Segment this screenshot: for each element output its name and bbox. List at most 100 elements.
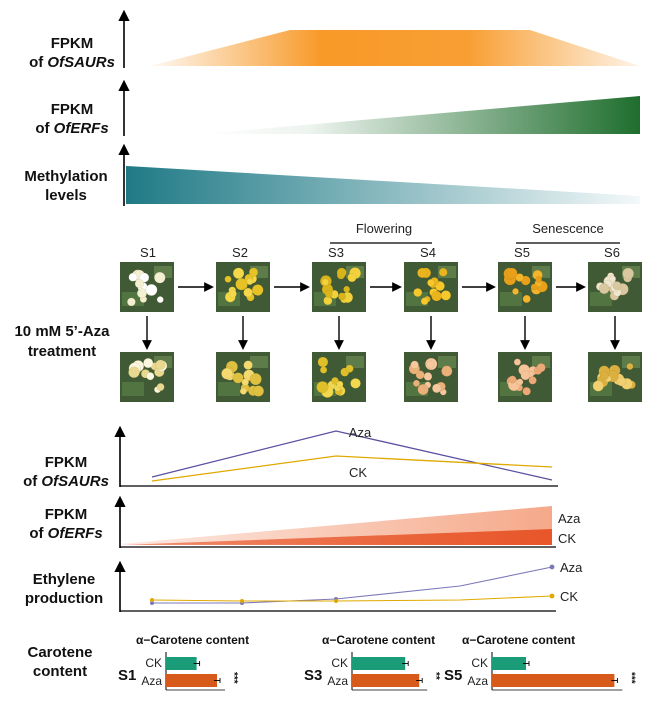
- carotene-stage-label: S5: [444, 667, 462, 684]
- flower-blossom: [431, 290, 442, 302]
- flower-blossom: [235, 278, 248, 291]
- ethylene-ck-point: [549, 593, 555, 599]
- flower-blossom: [251, 284, 264, 296]
- flower-blossom: [128, 366, 140, 378]
- flower-blossom: [512, 288, 519, 295]
- saurs-aza-label: Aza: [349, 425, 372, 440]
- ethylene-ck-point: [334, 599, 338, 603]
- leaf: [622, 356, 640, 368]
- flower-blossom: [616, 376, 627, 387]
- bottom-panel-ethylene: Aza CK Ethylene production: [25, 560, 583, 612]
- carotene-aza-bar: [352, 674, 420, 687]
- carotene-ck-label: CK: [145, 656, 162, 670]
- flower-blossom: [146, 372, 155, 381]
- flower-blossom: [228, 289, 237, 298]
- carotene-panel-title: α−Carotene content: [322, 633, 435, 647]
- flower-blossom: [598, 283, 610, 295]
- leaf: [250, 356, 268, 368]
- ethylene-ck-line: [151, 595, 553, 602]
- flower-photos-aza: [120, 352, 642, 402]
- flower-photo-s3-control: [312, 262, 366, 312]
- flower-blossom: [239, 387, 247, 395]
- flower-photo-s2-aza: [216, 352, 270, 402]
- flower-blossom: [252, 385, 264, 397]
- flower-blossom: [441, 365, 453, 377]
- stage-label-s6: S6: [604, 245, 620, 260]
- carotene-stage-label: S3: [304, 667, 322, 684]
- flower-blossom: [520, 370, 531, 381]
- flower-blossom: [350, 378, 361, 389]
- saurs-ck-line: [151, 455, 553, 482]
- flower-blossom: [600, 371, 609, 381]
- ethylene-aza-label: Aza: [560, 560, 583, 575]
- treatment-label: 10 mM 5’-Aza treatment: [14, 323, 110, 360]
- flower-blossom: [508, 375, 517, 384]
- carotene-aza-bar: [492, 674, 615, 687]
- flower-photo-s2-control: [216, 262, 270, 312]
- carotene-ck-bar: [492, 657, 526, 670]
- methylation-label-line1: Methylation: [24, 168, 107, 185]
- flower-photo-s5-aza: [498, 352, 552, 402]
- flower-blossom: [530, 283, 538, 291]
- carotene-panel-s3: α−Carotene content S3 CK Aza **: [304, 633, 441, 691]
- flower-photo-s6-aza: [588, 352, 642, 402]
- flower-blossom: [427, 279, 435, 287]
- carotene-ck-bar: [352, 657, 406, 670]
- carotene-section: Carotene content α−Carotene content S1 CK A…: [27, 633, 636, 691]
- saurs-bottom-label-line2: of OfSAURs: [23, 473, 109, 490]
- flower-blossom: [145, 283, 158, 296]
- flower-blossom: [143, 358, 154, 369]
- flower-blossom: [423, 372, 433, 381]
- leaf: [122, 382, 144, 396]
- carotene-aza-bar: [166, 674, 217, 687]
- flower-blossom: [592, 380, 604, 392]
- flower-blossom: [347, 272, 357, 283]
- flower-blossom: [535, 275, 542, 283]
- carotene-ck-label: CK: [471, 656, 488, 670]
- flower-blossom: [155, 359, 166, 371]
- flower-blossom: [317, 356, 329, 368]
- saurs-expression-shape: [150, 30, 640, 66]
- flower-blossom: [343, 285, 351, 293]
- flower-blossom: [243, 287, 253, 298]
- flower-blossom: [154, 271, 166, 284]
- stage-label-s3: S3: [328, 245, 344, 260]
- flower-blossom: [432, 383, 442, 393]
- flower-blossom: [324, 290, 333, 298]
- flower-blossom: [417, 383, 429, 396]
- bottom-panel-erfs: Aza CK FPKM of OfERFs: [29, 495, 581, 548]
- erfs-label-line2: of OfERFs: [35, 120, 108, 137]
- flower-blossom: [319, 366, 328, 374]
- methylation-shape: [126, 166, 640, 204]
- erfs-ck-shape: [120, 529, 552, 545]
- flower-blossom: [426, 360, 435, 369]
- flower-blossom: [415, 370, 425, 380]
- flower-photo-s6-control: [588, 262, 642, 312]
- flower-photos-control: [120, 262, 642, 312]
- flower-blossom: [420, 297, 429, 306]
- carotene-aza-label: Aza: [327, 674, 348, 688]
- leaf: [590, 292, 612, 306]
- saurs-label-line1: FPKM: [51, 35, 94, 52]
- carotene-panel-title: α−Carotene content: [136, 633, 249, 647]
- stage-labels: S1 S2 S3 S4 S5 S6: [140, 245, 620, 260]
- flower-blossom: [536, 363, 546, 373]
- flower-blossom: [249, 373, 262, 386]
- flower-blossom: [612, 281, 622, 291]
- flower-blossom: [522, 387, 531, 396]
- ethylene-ck-points: [150, 593, 555, 603]
- flower-blossom: [232, 267, 245, 279]
- saurs-ck-label: CK: [349, 465, 367, 480]
- flower-blossom: [440, 290, 451, 301]
- erfs-aza-label: Aza: [558, 511, 581, 526]
- flower-photo-s1-aza: [120, 352, 174, 402]
- ethylene-aza-point: [549, 564, 555, 570]
- phase-flowering: Flowering: [330, 221, 432, 244]
- flower-blossom: [156, 296, 164, 304]
- erfs-label-line1: FPKM: [51, 101, 94, 118]
- flower-blossom: [331, 377, 339, 385]
- flower-blossom: [232, 372, 244, 384]
- stage-label-s4: S4: [420, 245, 436, 260]
